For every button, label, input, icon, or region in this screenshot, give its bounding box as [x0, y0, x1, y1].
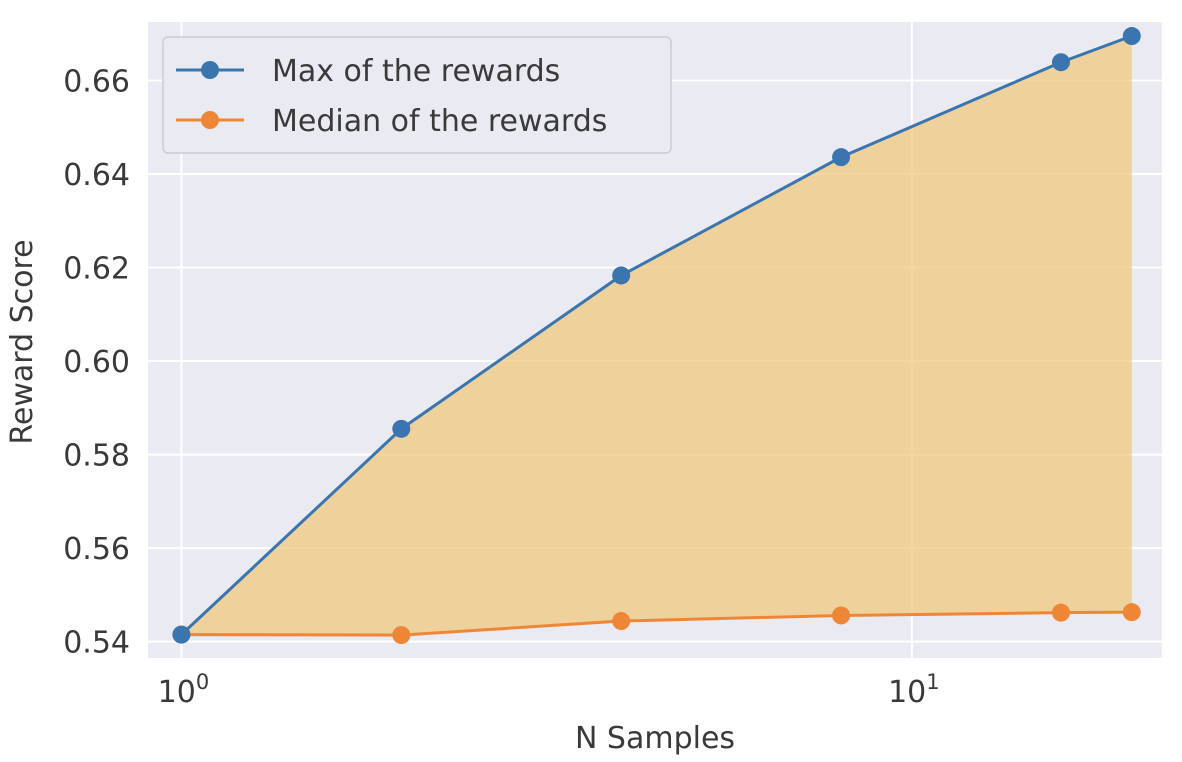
y-tick-label: 0.54: [63, 626, 130, 661]
y-tick-label: 0.64: [63, 158, 130, 193]
legend[interactable]: Max of the rewards Median of the rewards: [162, 36, 672, 154]
legend-box: [162, 36, 672, 154]
data-point: [612, 266, 631, 285]
data-point: [1051, 53, 1070, 72]
x-tick-label: 100: [158, 670, 210, 710]
x-axis-ticks: 100 101: [158, 670, 940, 710]
series-median-of-the-rewards: [172, 603, 1141, 645]
y-axis-label: Reward Score: [5, 239, 40, 444]
y-tick-label: 0.56: [63, 532, 130, 567]
y-axis-ticks: 0.54 0.56 0.58 0.60 0.62 0.64 0.66: [63, 64, 130, 660]
legend-item-median-of-the-rewards: Median of the rewards: [176, 104, 607, 139]
fill-between-area: [181, 36, 1132, 636]
data-point: [392, 419, 411, 438]
y-tick-label: 0.58: [63, 439, 130, 474]
series-layer: [172, 27, 1141, 645]
y-tick-label: 0.60: [63, 345, 130, 380]
data-point: [1122, 603, 1141, 622]
y-tick-label: 0.62: [63, 252, 130, 287]
data-point: [1051, 603, 1070, 622]
legend-item-max-of-the-rewards: Max of the rewards: [176, 54, 560, 89]
data-point: [832, 606, 851, 625]
data-point: [832, 148, 851, 167]
legend-label: Median of the rewards: [272, 104, 607, 139]
legend-marker: [201, 61, 219, 79]
series-max-of-the-rewards: [172, 27, 1141, 644]
data-point: [612, 612, 631, 631]
data-point: [172, 625, 191, 644]
legend-marker: [201, 111, 219, 129]
legend-label: Max of the rewards: [272, 54, 560, 89]
data-point: [392, 626, 411, 645]
series-line: [181, 610, 1132, 637]
series-line: [180, 34, 1133, 636]
x-axis-label: N Samples: [575, 721, 735, 756]
x-tick-label: 101: [888, 670, 940, 710]
y-tick-label: 0.66: [63, 64, 130, 99]
data-point: [1122, 27, 1141, 46]
